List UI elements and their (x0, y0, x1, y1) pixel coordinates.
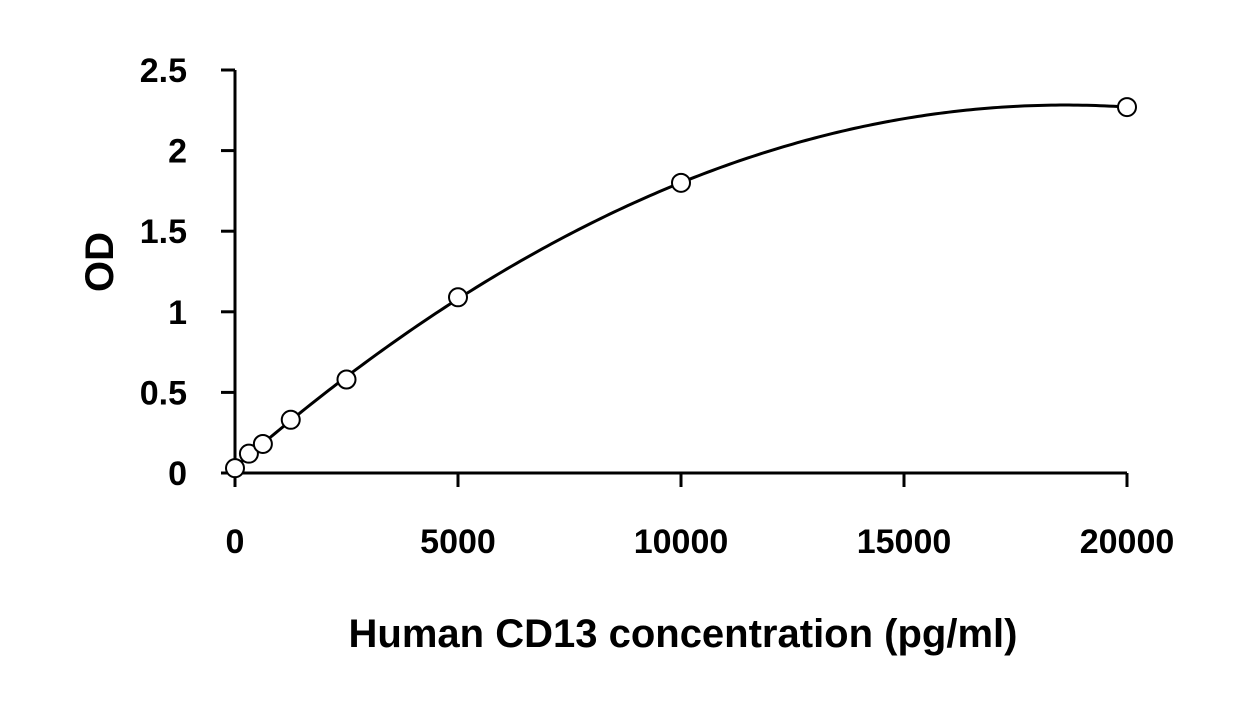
tick-labels: 0 0.5 1 1.5 2 2.5 0 5000 10000 15000 20000 (140, 52, 1175, 561)
y-tick-label: 1.5 (140, 213, 187, 251)
y-tick-label: 0.5 (140, 374, 187, 412)
data-point (336, 369, 357, 390)
data-point (238, 443, 259, 464)
data-point (1117, 97, 1137, 118)
x-tick-label: 5000 (420, 523, 496, 561)
tick-marks (221, 68, 1129, 487)
x-tick-label: 20000 (1080, 523, 1175, 561)
y-tick-label: 2 (168, 133, 187, 171)
data-point (252, 433, 273, 454)
y-axis-title: OD (78, 232, 122, 292)
x-tick-label: 10000 (634, 523, 729, 561)
axes (221, 70, 1127, 487)
data-points (225, 97, 1137, 479)
x-tick-label: 0 (226, 523, 245, 561)
y-tick-label: 2.5 (140, 52, 187, 90)
fit-curve-layer (234, 103, 1128, 469)
data-point (280, 409, 301, 430)
data-point (448, 287, 468, 308)
fit-curve (234, 103, 1128, 469)
x-axis-title: Human CD13 concentration (pg/ml) (349, 612, 1018, 656)
x-tick-label: 15000 (857, 523, 952, 561)
y-tick-label: 1 (168, 294, 187, 332)
data-point (671, 172, 691, 193)
y-tick-label: 0 (168, 455, 187, 493)
data-point (225, 458, 245, 479)
